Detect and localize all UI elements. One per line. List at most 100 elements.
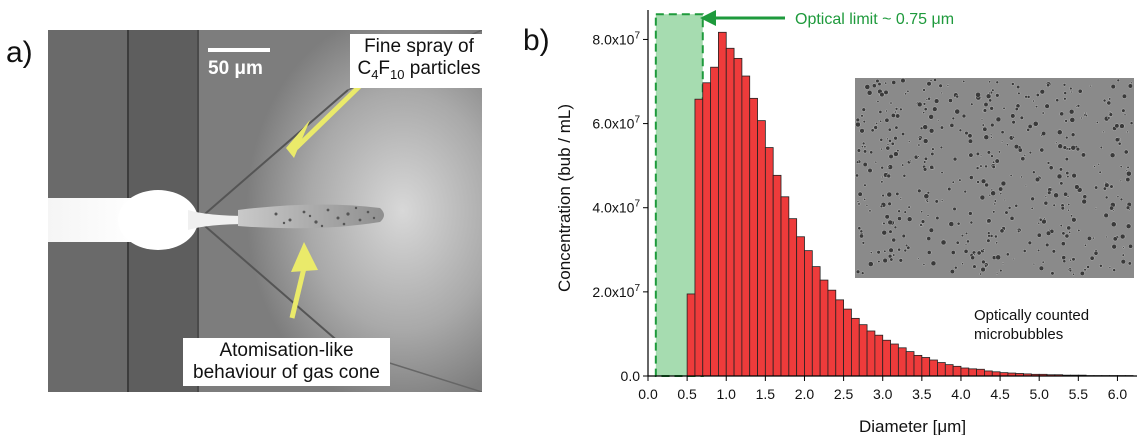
microbubble	[865, 204, 869, 207]
microbubble	[889, 257, 894, 262]
microbubble	[877, 82, 882, 87]
microbubble	[884, 117, 890, 123]
microbubble	[1041, 131, 1047, 136]
microbubble	[1012, 135, 1015, 139]
microbubble	[985, 93, 992, 99]
microbubble	[1003, 198, 1006, 202]
microbubble	[955, 94, 959, 99]
microbubble	[1121, 253, 1125, 257]
microbubble	[984, 264, 988, 268]
histogram-bar	[702, 82, 711, 377]
microbubble	[1114, 137, 1120, 143]
microbubble	[861, 107, 866, 112]
microbubble	[982, 108, 988, 113]
microbubble	[958, 178, 962, 182]
microbubble	[992, 160, 995, 164]
microbubble	[969, 220, 974, 225]
microbubble	[940, 125, 944, 130]
microbubble	[863, 198, 866, 201]
microbubble	[1110, 84, 1116, 90]
microbubble	[1111, 244, 1117, 250]
microbubble	[887, 165, 890, 168]
histogram-bar	[718, 31, 727, 377]
microbubble	[859, 128, 865, 134]
microbubble	[908, 140, 911, 143]
microbubble	[983, 134, 990, 140]
microbubble	[1069, 117, 1076, 123]
microbubble	[855, 173, 859, 178]
microbubble	[1023, 154, 1026, 157]
microbubble	[1070, 132, 1076, 137]
microbubble	[1063, 91, 1067, 95]
x-tick-label: 5.0	[1029, 386, 1049, 402]
microbubble	[1046, 83, 1050, 88]
microbubble	[981, 259, 986, 265]
microbubble	[1070, 91, 1073, 94]
microbubble	[972, 264, 977, 269]
microbubble	[934, 199, 939, 204]
microbubble	[1084, 244, 1087, 247]
histogram-bar	[937, 362, 946, 377]
x-tick-label: 4.5	[990, 386, 1010, 402]
microbubble	[1063, 191, 1068, 197]
microbubble	[1112, 236, 1118, 242]
microbubble	[1064, 119, 1068, 123]
microbubble	[1044, 195, 1047, 198]
microbubble	[862, 120, 866, 124]
microbubble	[966, 239, 970, 244]
microbubble	[886, 191, 893, 198]
microbubble	[887, 254, 893, 259]
microbubble	[928, 227, 934, 233]
microbubble	[880, 166, 884, 170]
microbubble	[917, 143, 921, 147]
microbubble	[948, 98, 953, 103]
microbubble	[1009, 216, 1015, 221]
microbubble	[1000, 130, 1005, 135]
arrow-cone	[289, 267, 307, 319]
microbubble	[894, 110, 897, 114]
microbubble	[968, 211, 973, 216]
microbubble	[1130, 81, 1133, 84]
microbubble	[1034, 176, 1041, 183]
microbubble	[1005, 252, 1010, 257]
x-tick-label: 0.0	[638, 386, 658, 402]
microbubble	[1062, 145, 1068, 150]
microbubble	[969, 175, 974, 180]
microbubble	[1069, 259, 1072, 262]
microbubble	[1020, 175, 1023, 179]
microbubble	[889, 101, 893, 105]
microbubble	[968, 152, 974, 158]
microbubble	[879, 204, 884, 208]
microbubble	[1083, 268, 1087, 272]
microbubble	[995, 241, 998, 245]
microbubble	[1075, 147, 1081, 152]
microbubble	[907, 205, 911, 209]
microbubble	[926, 200, 929, 203]
microbubble	[1063, 97, 1067, 101]
microbubble	[880, 180, 884, 184]
microbubble	[979, 272, 982, 276]
microbubble	[879, 92, 885, 98]
histogram-bar	[710, 66, 719, 377]
microbubble	[976, 250, 982, 256]
microbubble	[1108, 266, 1112, 269]
microbubble	[982, 126, 988, 132]
microbubble	[1102, 130, 1105, 133]
microbubble	[987, 231, 991, 235]
microbubble	[1053, 192, 1059, 199]
microbubble	[998, 186, 1004, 192]
microbubble	[954, 266, 958, 270]
microbubble	[1066, 225, 1072, 231]
microbubble	[995, 116, 1002, 123]
microbubble	[989, 106, 994, 111]
microbubble	[975, 166, 980, 170]
microbubble	[884, 81, 888, 85]
microbubble	[1109, 184, 1114, 189]
histogram-bar	[796, 236, 805, 377]
microbubble	[929, 165, 934, 170]
x-axis-title: Diameter [μm]	[859, 417, 966, 435]
microbubble	[1011, 82, 1015, 86]
x-tick-label: 2.5	[834, 386, 854, 402]
microbubble	[1051, 249, 1056, 254]
microbubble	[980, 118, 984, 121]
